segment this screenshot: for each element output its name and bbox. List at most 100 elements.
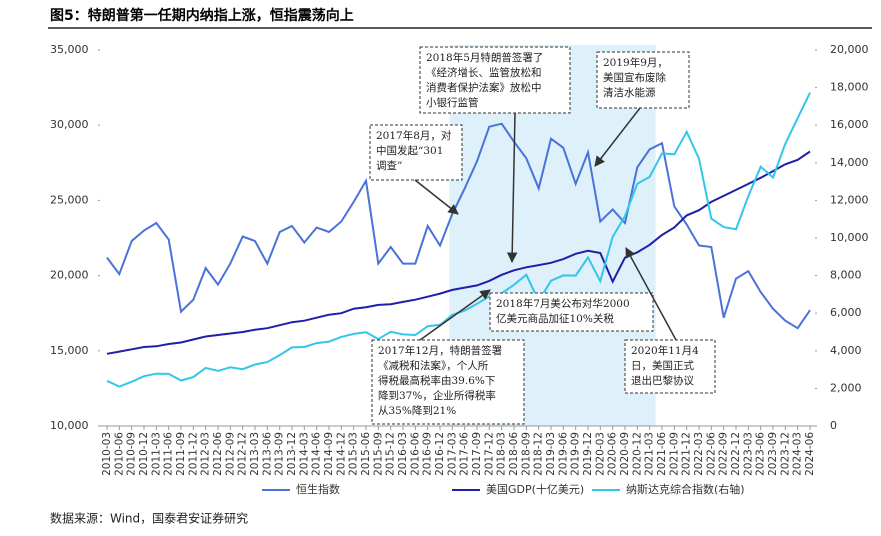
x-tick-label: 2010-06	[113, 432, 125, 476]
series-line	[106, 150, 811, 355]
legend-label: 美国GDP(十亿美元)	[486, 482, 584, 496]
legend-label: 纳斯达克综合指数(右轴)	[626, 482, 745, 496]
x-tick-label: 2021-06	[656, 432, 668, 476]
y2-tick-label: 20,000	[830, 43, 869, 56]
x-tick-label: 2024-06	[804, 432, 816, 476]
x-tick-label: 2021-12	[681, 432, 693, 476]
annotation-arrow	[419, 289, 491, 341]
x-tick-label: 2018-03	[496, 432, 508, 476]
x-tick-label: 2023-03	[742, 432, 754, 476]
annotation-text: 2017年12月，特朗普签署	[378, 344, 502, 357]
y2-tick-label: 2,000	[830, 381, 862, 394]
annotation-text: 美国宣布废除	[603, 71, 666, 84]
x-tick-label: 2011-06	[163, 432, 175, 476]
x-tick-label: 2023-12	[779, 432, 791, 476]
annotation-text: 《减税和法案》，个人所	[378, 359, 489, 372]
x-tick-label: 2013-12	[286, 432, 298, 476]
y-tick-label: 10,000	[50, 419, 89, 432]
y2-tick-label: 8,000	[830, 269, 862, 282]
x-tick-label: 2016-03	[397, 432, 409, 476]
x-tick-label: 2015-03	[348, 432, 360, 476]
annotation-box	[419, 46, 571, 114]
x-tick-label: 2012-03	[200, 432, 212, 476]
x-tick-label: 2019-12	[582, 432, 594, 476]
y2-tick-label: 0	[830, 419, 837, 432]
x-tick-label: 2015-09	[372, 432, 384, 476]
annotation-arrow	[506, 112, 518, 264]
x-tick-label: 2019-06	[557, 432, 569, 476]
series-line	[106, 122, 811, 330]
x-tick-label: 2015-06	[360, 432, 372, 476]
x-tick-label: 2013-09	[274, 432, 286, 476]
annotation-text: 日，美国正式	[631, 359, 694, 372]
y2-tick-label: 12,000	[830, 193, 869, 206]
annotation-text: 2017年8月，对	[376, 129, 452, 142]
x-tick-label: 2019-03	[545, 432, 557, 476]
annotation-text: 中国发起“301	[376, 144, 443, 157]
x-tick-label: 2020-06	[607, 432, 619, 476]
y-tick-label: 35,000	[50, 43, 89, 56]
annotation-arrow	[414, 179, 459, 215]
x-tick-label: 2024-03	[792, 432, 804, 476]
annotation-box	[369, 124, 463, 181]
x-tick-label: 2020-09	[619, 432, 631, 476]
annotation-text: 《经济增长、监管放松和	[426, 66, 542, 79]
x-tick-label: 2013-03	[249, 432, 261, 476]
x-tick-label: 2010-12	[138, 432, 150, 476]
annotation-text: 亿美元商品加征10%关税	[496, 312, 614, 325]
x-tick-label: 2022-09	[718, 432, 730, 476]
x-tick-label: 2018-06	[508, 432, 520, 476]
y2-tick-label: 4,000	[830, 344, 862, 357]
annotation-arrow	[625, 247, 677, 341]
x-tick-label: 2017-12	[483, 432, 495, 476]
x-tick-label: 2016-09	[422, 432, 434, 476]
x-tick-label: 2016-12	[434, 432, 446, 476]
x-tick-label: 2011-03	[150, 432, 162, 476]
x-tick-label: 2014-03	[298, 432, 310, 476]
x-tick-label: 2017-06	[459, 432, 471, 476]
x-tick-label: 2020-03	[594, 432, 606, 476]
x-tick-label: 2017-09	[471, 432, 483, 476]
annotation-box	[371, 339, 525, 425]
annotation-text: 2018年7月美公布对华2000	[496, 297, 630, 310]
annotation-box	[624, 339, 716, 394]
x-tick-label: 2010-03	[101, 432, 113, 476]
x-tick-label: 2023-09	[767, 432, 779, 476]
x-tick-label: 2022-12	[730, 432, 742, 476]
x-tick-label: 2018-12	[533, 432, 545, 476]
x-tick-label: 2017-03	[446, 432, 458, 476]
annotation-text: 降到37%，企业所得税率	[378, 389, 496, 402]
source-note: 数据来源：Wind，国泰君安证券研究	[50, 511, 248, 526]
x-tick-label: 2012-06	[212, 432, 224, 476]
annotation-text: 2020年11月4	[631, 344, 699, 357]
x-tick-label: 2014-09	[323, 432, 335, 476]
y2-tick-label: 14,000	[830, 156, 869, 169]
x-tick-label: 2023-06	[755, 432, 767, 476]
x-tick-label: 2011-09	[175, 432, 187, 476]
y-tick-label: 25,000	[50, 193, 89, 206]
annotation-text: 小银行监管	[426, 96, 479, 109]
x-tick-label: 2021-03	[644, 432, 656, 476]
x-tick-label: 2014-12	[335, 432, 347, 476]
x-tick-label: 2016-06	[409, 432, 421, 476]
y-tick-label: 15,000	[50, 344, 89, 357]
x-tick-label: 2018-09	[520, 432, 532, 476]
annotation-text: 2019年9月，	[603, 56, 668, 69]
annotation-text: 调查”	[376, 159, 402, 172]
x-tick-label: 2011-12	[187, 432, 199, 476]
x-tick-label: 2012-09	[224, 432, 236, 476]
y-tick-label: 30,000	[50, 118, 89, 131]
annotation-text: 2018年5月特朗普签署了	[426, 51, 543, 64]
annotation-text: 退出巴黎协议	[631, 374, 694, 387]
y-tick-label: 20,000	[50, 269, 89, 282]
x-tick-label: 2021-09	[668, 432, 680, 476]
legend-label: 恒生指数	[296, 482, 340, 496]
chart-title: 图5：特朗普第一任期内纳指上涨，恒指震荡向上	[50, 7, 354, 24]
x-tick-label: 2022-03	[693, 432, 705, 476]
x-tick-label: 2012-12	[237, 432, 249, 476]
x-tick-label: 2020-12	[631, 432, 643, 476]
x-tick-label: 2014-06	[311, 432, 323, 476]
y2-tick-label: 10,000	[830, 231, 869, 244]
annotation-text: 消费者保护法案》放松中	[426, 81, 542, 94]
